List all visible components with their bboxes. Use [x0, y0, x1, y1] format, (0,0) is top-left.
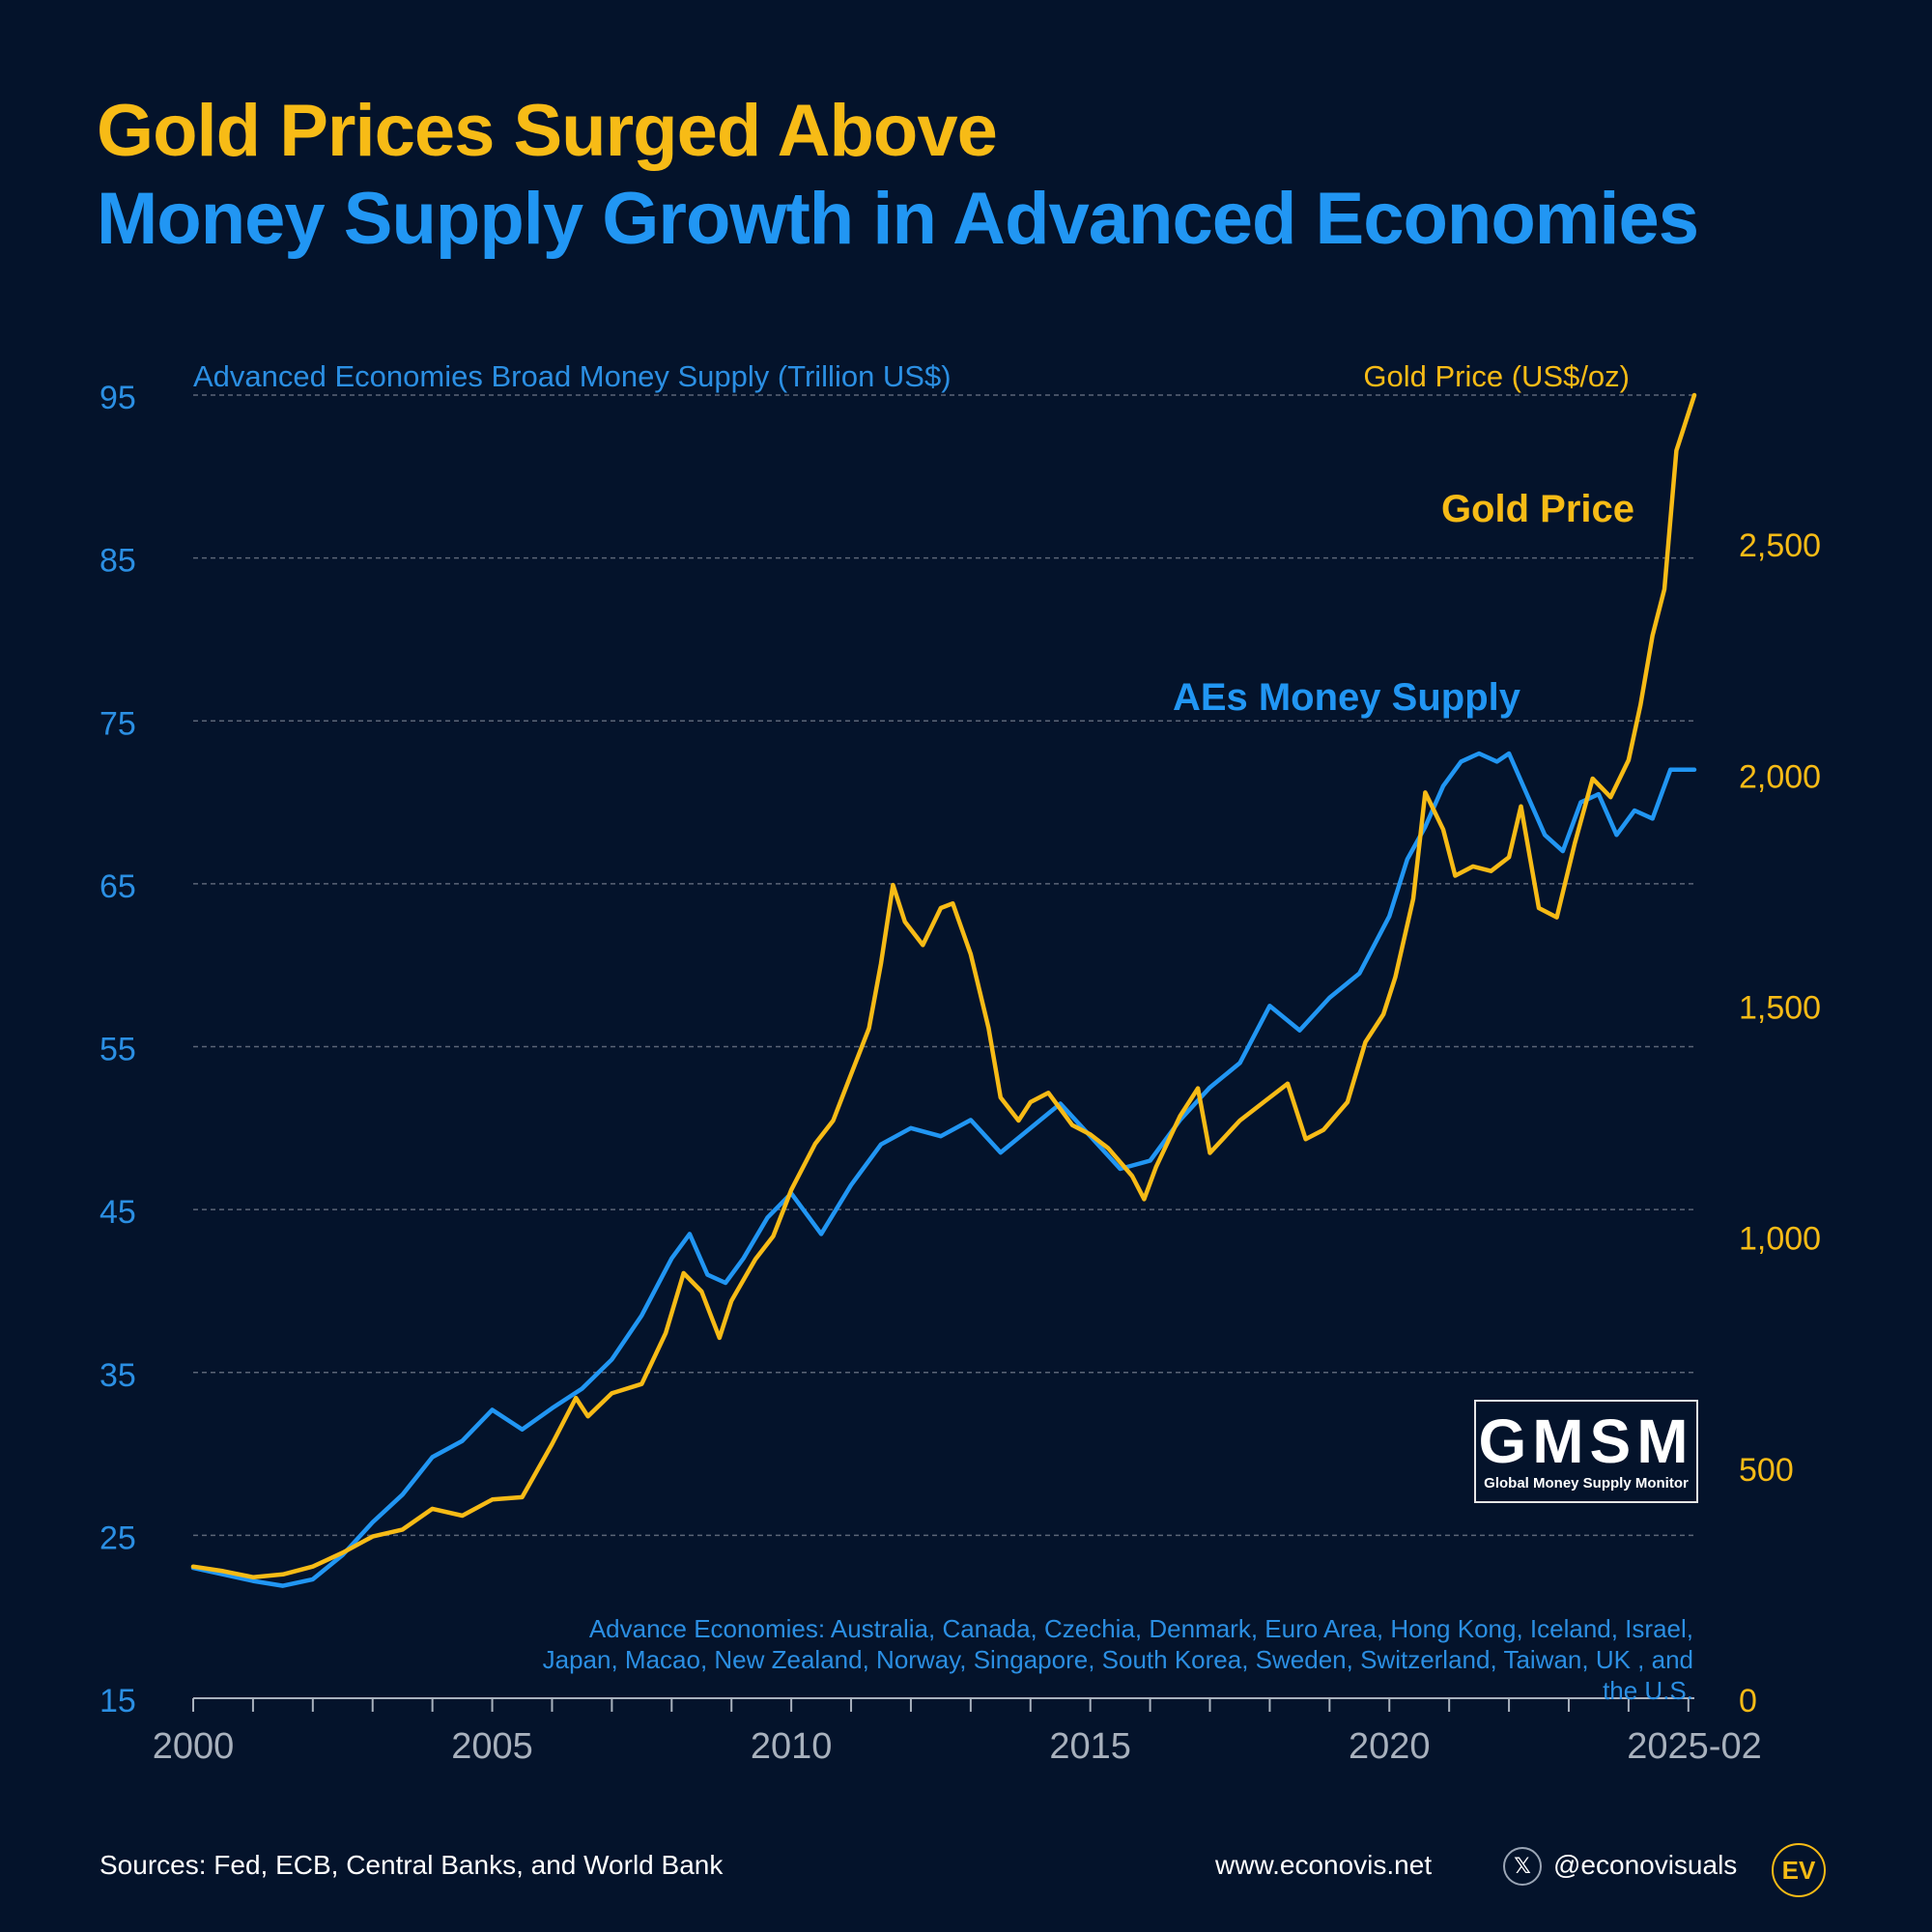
right-axis-title: Gold Price (US$/oz): [1363, 359, 1630, 393]
chart-title-line1: Gold Prices Surged Above: [97, 90, 998, 172]
right-y-tick-label: 500: [1739, 1452, 1794, 1489]
left-y-tick-label: 85: [99, 543, 136, 580]
right-y-tick-label: 2,000: [1739, 758, 1821, 795]
countries-note: Advance Economies: Australia, Canada, Cz…: [542, 1614, 1693, 1705]
chart-title-line2: Money Supply Growth in Advanced Economie…: [97, 178, 1699, 260]
sources-text: Sources: Fed, ECB, Central Banks, and Wo…: [99, 1850, 724, 1880]
right-y-tick-label: 2,500: [1739, 527, 1821, 564]
right-y-axis: 0 500 1,000 1,500 2,000 2,500: [1739, 527, 1821, 1719]
x-tick-label: 2010: [751, 1726, 833, 1767]
x-logo-icon[interactable]: 𝕏: [1503, 1847, 1542, 1886]
left-axis-title: Advanced Economies Broad Money Supply (T…: [193, 359, 952, 393]
money-series-label: AEs Money Supply: [1173, 676, 1521, 719]
gmsm-logo-text: GMSM: [1478, 1406, 1694, 1476]
left-y-tick-label: 15: [99, 1683, 136, 1719]
social-handle[interactable]: @econovisuals: [1553, 1850, 1738, 1880]
right-y-tick-label: 1,000: [1739, 1221, 1821, 1258]
x-tick-label: 2005: [451, 1726, 533, 1767]
gmsm-subtitle: Global Money Supply Monitor: [1484, 1475, 1689, 1492]
x-axis: 2000 2005 2010 2015 2020 2025-02: [153, 1697, 1762, 1767]
ev-logo-icon: EV: [1772, 1843, 1826, 1897]
gridlines: [193, 394, 1694, 1537]
gmsm-badge: GMSM Global Money Supply Monitor: [1474, 1400, 1698, 1503]
right-y-tick-label: 1,500: [1739, 989, 1821, 1026]
money-supply-line: [190, 751, 1697, 1588]
x-tick-label: 2000: [153, 1726, 235, 1767]
left-y-tick-label: 75: [99, 705, 136, 742]
left-y-tick-label: 55: [99, 1032, 136, 1068]
left-y-tick-label: 65: [99, 868, 136, 905]
x-tick-label: 2015: [1049, 1726, 1131, 1767]
left-y-tick-label: 35: [99, 1357, 136, 1394]
website-link[interactable]: www.econovis.net: [1215, 1850, 1433, 1880]
x-tick-label: 2020: [1349, 1726, 1431, 1767]
x-tick-label: 2025-02: [1627, 1726, 1761, 1767]
gold-price-line: [190, 392, 1697, 1579]
left-y-tick-label: 45: [99, 1194, 136, 1231]
left-y-tick-label: 25: [99, 1520, 136, 1556]
gold-series-label: Gold Price: [1441, 488, 1634, 530]
series-lines: [190, 392, 1697, 1588]
right-y-tick-label: 0: [1739, 1683, 1757, 1719]
left-y-axis: 15 25 35 45 55 65 75 85 95: [99, 380, 136, 1719]
left-y-tick-label: 95: [99, 380, 136, 416]
